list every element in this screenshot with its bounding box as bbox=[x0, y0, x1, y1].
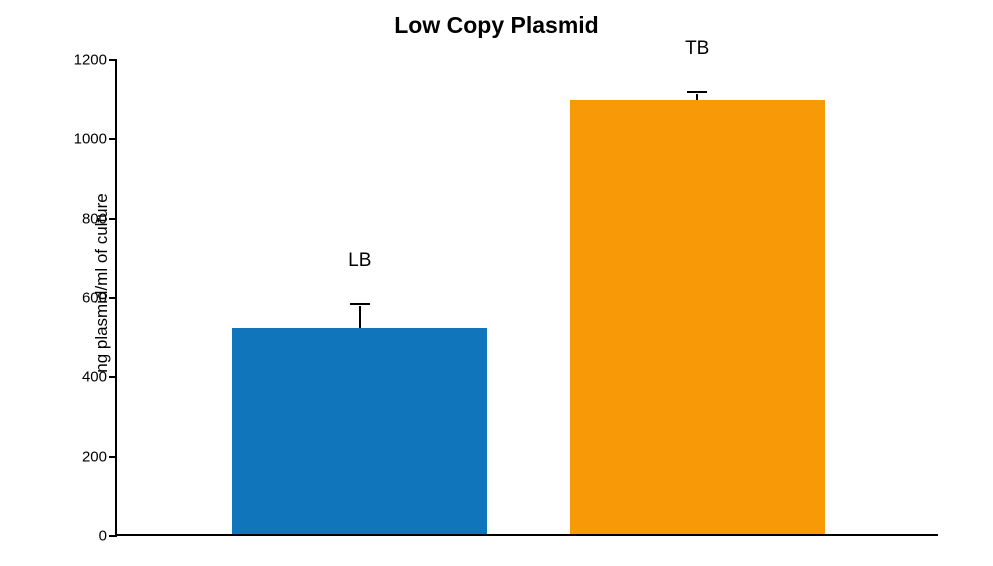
bar-label: LB bbox=[348, 250, 371, 272]
y-tick-label: 1000 bbox=[74, 131, 117, 148]
error-bar-stem bbox=[359, 306, 361, 328]
y-tick-label: 800 bbox=[82, 210, 117, 227]
plot-area: 020040060080010001200LBTB bbox=[115, 60, 938, 536]
y-tick-label: 200 bbox=[82, 448, 117, 465]
y-tick-label: 400 bbox=[82, 369, 117, 386]
y-tick-label: 0 bbox=[99, 528, 117, 545]
chart-container: Low Copy Plasmid ng plasmid/ml of cultur… bbox=[0, 0, 993, 566]
bar-label: TB bbox=[685, 38, 709, 60]
bar bbox=[570, 100, 825, 534]
chart-title: Low Copy Plasmid bbox=[0, 12, 993, 39]
y-tick-label: 1200 bbox=[74, 52, 117, 69]
error-bar-cap bbox=[350, 303, 370, 305]
error-bar-stem bbox=[696, 94, 698, 100]
y-tick-label: 600 bbox=[82, 290, 117, 307]
bar bbox=[232, 328, 487, 534]
error-bar-cap bbox=[687, 91, 707, 93]
